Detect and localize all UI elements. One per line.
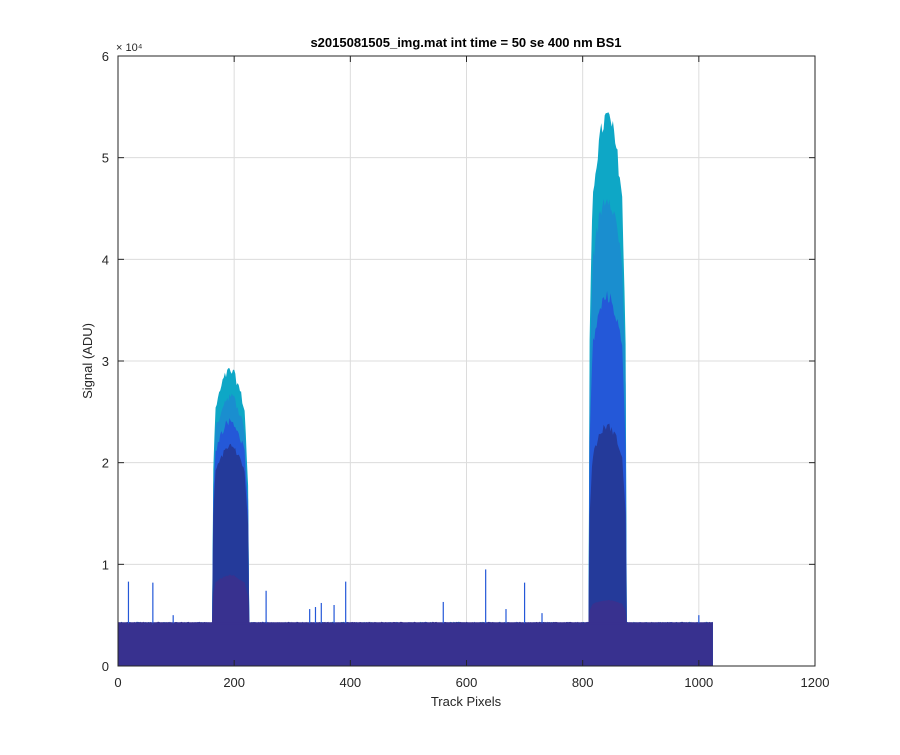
y-tick-label: 6 bbox=[102, 49, 109, 64]
x-tick-label: 1200 bbox=[801, 675, 830, 690]
x-tick-label: 400 bbox=[339, 675, 361, 690]
x-tick-label: 600 bbox=[456, 675, 478, 690]
ticks: 0 200 400 600 800 1000 1200 0 1 2 3 4 5 6 bbox=[102, 49, 830, 690]
y-tick-label: 5 bbox=[102, 151, 109, 166]
y-tick-label: 4 bbox=[102, 252, 109, 267]
series-area-1 bbox=[118, 574, 713, 666]
y-tick-label: 0 bbox=[102, 659, 109, 674]
chart-title: s2015081505_img.mat int time = 50 se 400… bbox=[310, 35, 621, 50]
y-tick-label: 2 bbox=[102, 456, 109, 471]
y-tick-label: 3 bbox=[102, 354, 109, 369]
x-tick-label: 800 bbox=[572, 675, 594, 690]
x-tick-label: 0 bbox=[114, 675, 121, 690]
y-axis-label: Signal (ADU) bbox=[80, 323, 95, 399]
x-tick-label: 200 bbox=[223, 675, 245, 690]
series-layer bbox=[118, 112, 713, 667]
y-exponent-label: × 10⁴ bbox=[116, 42, 143, 54]
x-tick-label: 1000 bbox=[684, 675, 713, 690]
x-axis-label: Track Pixels bbox=[431, 694, 502, 709]
y-tick-label: 1 bbox=[102, 557, 109, 572]
